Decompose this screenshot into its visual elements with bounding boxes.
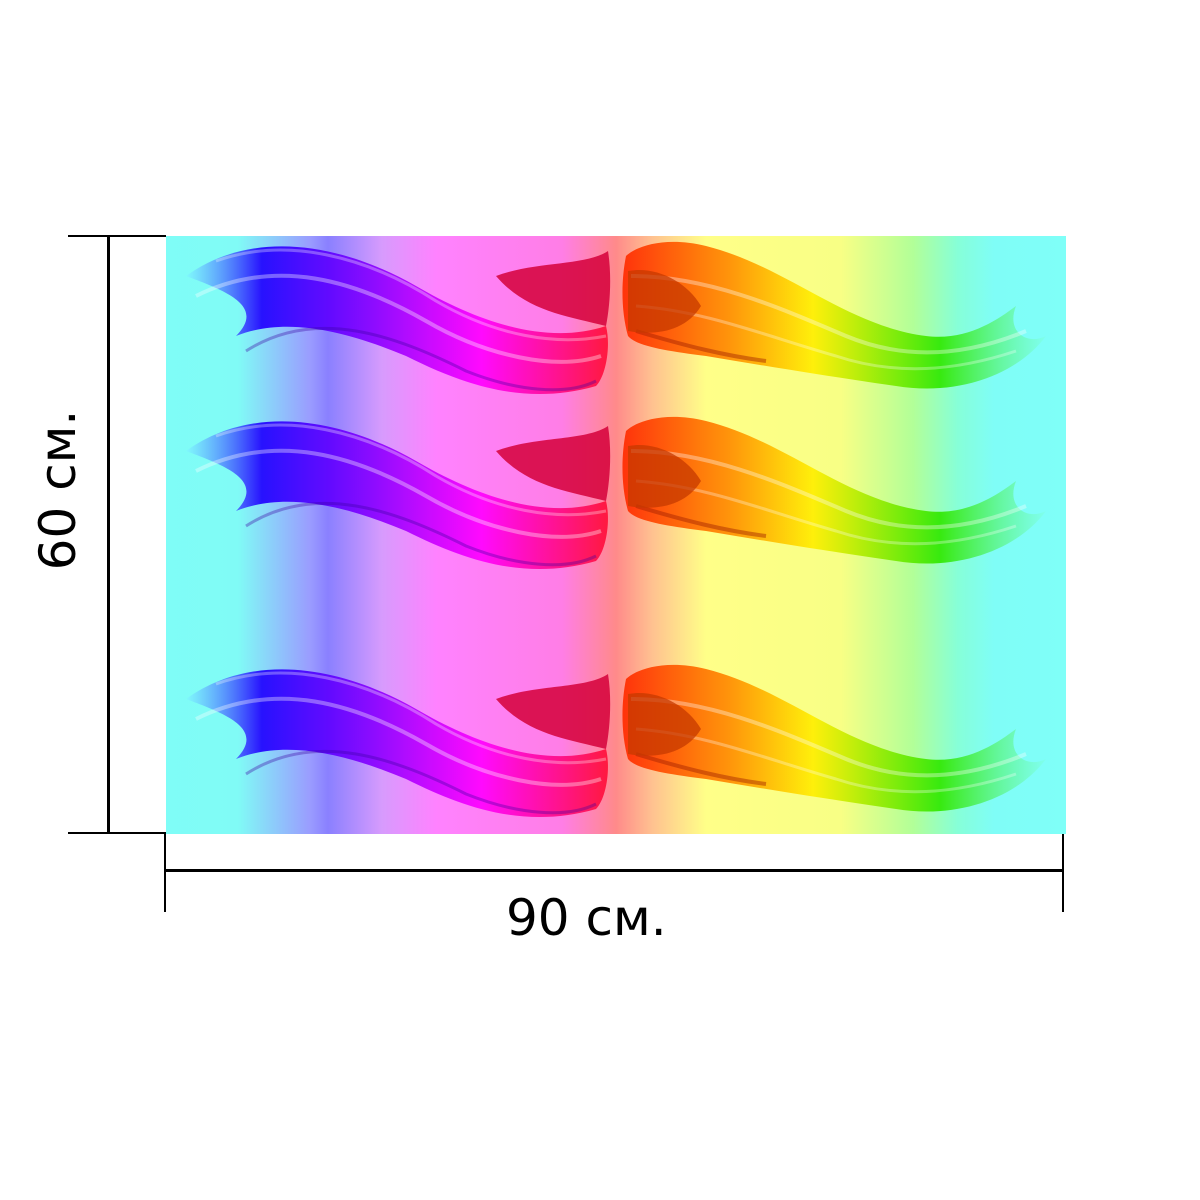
rainbow-wings-print xyxy=(166,236,1066,834)
height-bottom-tick xyxy=(68,832,166,834)
width-right-tick xyxy=(1062,834,1064,912)
width-left-tick xyxy=(164,834,166,912)
width-dimension-line xyxy=(166,869,1064,872)
wing-row-middle xyxy=(184,414,1048,572)
wing-row-top xyxy=(184,239,1048,397)
height-top-tick xyxy=(68,235,166,237)
height-dimension-line xyxy=(107,236,110,834)
wing-row-bottom xyxy=(184,662,1048,820)
height-label: 60 см. xyxy=(29,409,87,571)
wings-pattern xyxy=(184,239,1048,820)
width-label: 90 см. xyxy=(506,889,667,947)
